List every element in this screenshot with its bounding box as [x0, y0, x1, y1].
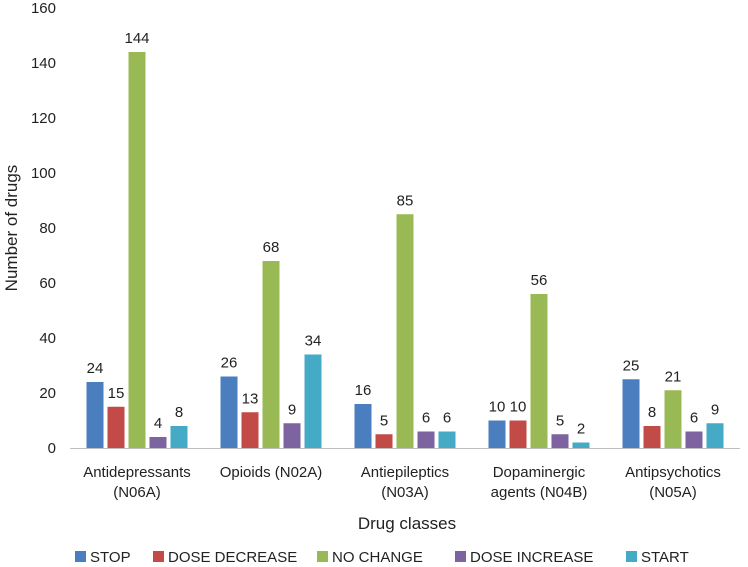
- data-label: 2: [577, 421, 585, 438]
- data-label: 10: [489, 399, 506, 416]
- data-label: 6: [690, 410, 698, 427]
- data-label: 6: [422, 410, 430, 427]
- data-label: 16: [355, 382, 372, 399]
- y-tick-label: 100: [31, 165, 56, 182]
- data-label: 85: [397, 192, 414, 209]
- y-tick-label: 80: [39, 220, 56, 237]
- data-label: 26: [221, 355, 238, 372]
- bar-dose-increase: [685, 431, 703, 448]
- legend-label: NO CHANGE: [332, 549, 423, 566]
- legend-swatch: [626, 551, 637, 562]
- data-label: 13: [242, 390, 259, 407]
- legend: STOP DOSE DECREASE NO CHANGE DOSE INCREASE S…: [75, 549, 689, 566]
- bar-start: [438, 431, 456, 448]
- bar-stop: [488, 420, 506, 448]
- bar-dose-increase: [417, 431, 435, 448]
- y-tick-label: 60: [39, 275, 56, 292]
- x-axis-category-labels: Antidepressants (N06A) Opioids (N02A) Antie…: [83, 464, 721, 501]
- y-axis-ticks: 0 20 40 60 80 100 120 140 160: [31, 0, 56, 457]
- data-label: 9: [288, 401, 296, 418]
- bar-start: [304, 354, 322, 448]
- data-label: 9: [711, 401, 719, 418]
- y-tick-label: 0: [48, 440, 56, 457]
- bar-start: [572, 442, 590, 448]
- bar-dose-decrease: [643, 426, 661, 448]
- bar-dose-increase: [551, 434, 569, 448]
- y-tick-label: 20: [39, 385, 56, 402]
- bar-no-change: [128, 52, 146, 448]
- data-label: 8: [175, 404, 183, 421]
- x-category-label: Dopaminergic agents (N04B): [491, 464, 588, 501]
- x-category-label: Antiepileptics (N03A): [361, 464, 449, 501]
- bar-no-change: [530, 294, 548, 448]
- legend-swatch: [153, 551, 164, 562]
- y-tick-label: 120: [31, 110, 56, 127]
- bar-no-change: [664, 390, 682, 448]
- x-category-label: Opioids (N02A): [220, 464, 323, 481]
- data-label: 10: [510, 399, 527, 416]
- legend-label: STOP: [90, 549, 131, 566]
- data-label: 24: [87, 360, 104, 377]
- bar-dose-decrease: [375, 434, 393, 448]
- data-label: 5: [380, 412, 388, 429]
- bar-dose-decrease: [241, 412, 259, 448]
- data-label: 6: [443, 410, 451, 427]
- data-label: 68: [263, 239, 280, 256]
- data-label: 15: [108, 385, 125, 402]
- x-category-label: Antipsychotics (N05A): [625, 464, 721, 501]
- data-label: 4: [154, 415, 162, 432]
- legend-label: DOSE INCREASE: [470, 549, 593, 566]
- data-label: 144: [124, 30, 149, 47]
- data-label: 21: [665, 368, 682, 385]
- y-axis-title: Number of drugs: [2, 165, 21, 292]
- x-category-label: Antidepressants (N06A): [83, 464, 191, 501]
- legend-swatch: [75, 551, 86, 562]
- legend-label: START: [641, 549, 689, 566]
- y-tick-label: 40: [39, 330, 56, 347]
- bar-start: [170, 426, 188, 448]
- y-tick-label: 160: [31, 0, 56, 17]
- bar-dose-decrease: [509, 420, 527, 448]
- bar-stop: [354, 404, 372, 448]
- bar-stop: [220, 376, 238, 448]
- x-axis-title: Drug classes: [358, 514, 456, 533]
- bar-stop: [622, 379, 640, 448]
- bars: [86, 52, 724, 448]
- data-label: 34: [305, 333, 322, 350]
- bar-start: [706, 423, 724, 448]
- legend-swatch: [317, 551, 328, 562]
- data-label: 8: [648, 404, 656, 421]
- bar-dose-increase: [283, 423, 301, 448]
- bar-dose-increase: [149, 437, 167, 448]
- legend-swatch: [455, 551, 466, 562]
- bar-no-change: [262, 261, 280, 448]
- legend-label: DOSE DECREASE: [168, 549, 297, 566]
- data-label: 25: [623, 357, 640, 374]
- y-tick-label: 140: [31, 55, 56, 72]
- bar-dose-decrease: [107, 406, 125, 448]
- bar-stop: [86, 382, 104, 448]
- data-label: 56: [531, 272, 548, 289]
- data-label: 5: [556, 412, 564, 429]
- bar-no-change: [396, 214, 414, 448]
